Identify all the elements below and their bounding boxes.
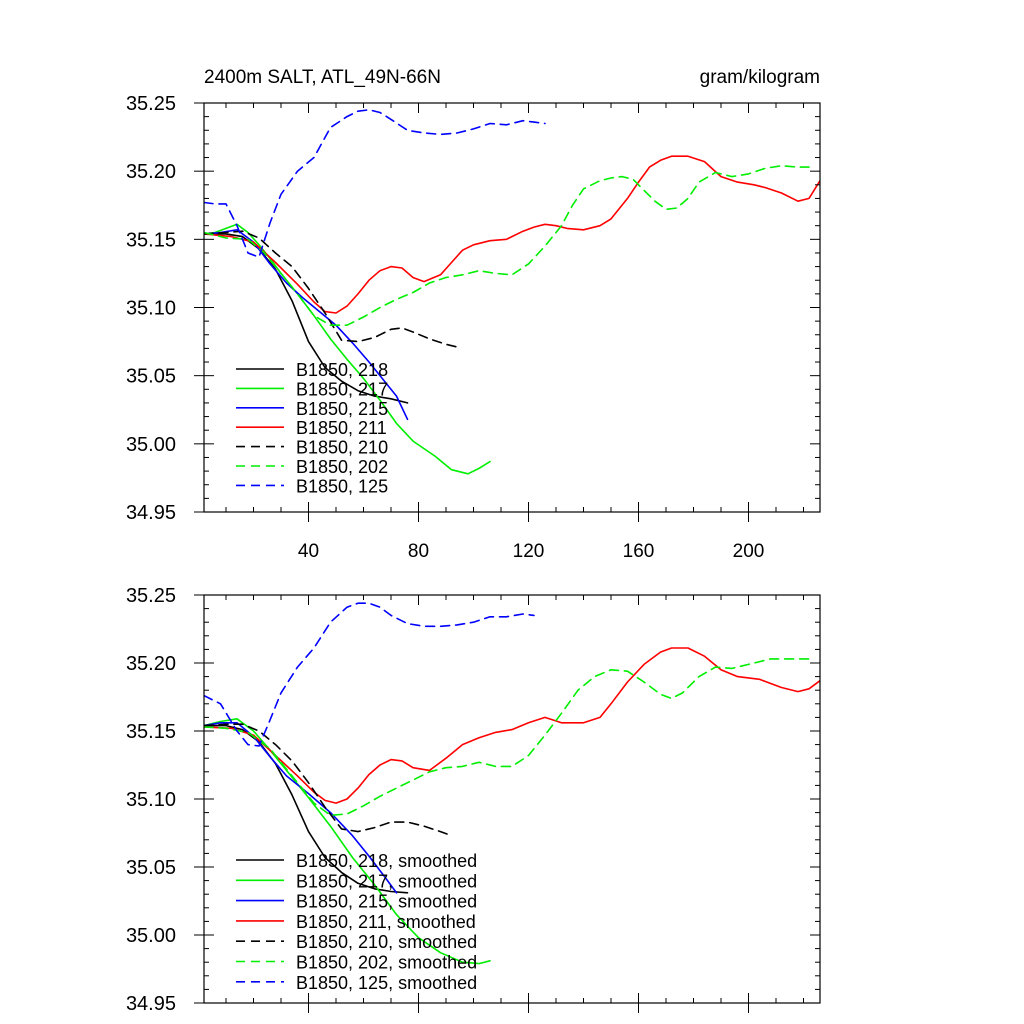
y-tick-label: 35.20 — [126, 653, 176, 675]
legend-label: B1850, 202 — [296, 457, 388, 477]
legend-label: B1850, 125 — [296, 476, 388, 496]
y-tick-label: 35.25 — [126, 585, 176, 607]
x-tick-label: 120 — [513, 541, 545, 562]
x-tick-label: 200 — [733, 541, 765, 562]
chart-1-title: 2400m SALT, ATL_49N-66N — [204, 67, 441, 88]
series-line-5 — [204, 230, 458, 348]
legend-label: B1850, 211, smoothed — [296, 912, 476, 932]
series-line-6 — [204, 164, 810, 326]
series-line-1 — [204, 233, 409, 404]
chart-1-units: gram/kilogram — [700, 67, 820, 88]
legend-label: B1850, 202, smoothed — [296, 953, 477, 973]
y-tick-label: 35.15 — [126, 721, 176, 743]
legend-label: B1850, 215 — [296, 399, 388, 419]
y-tick-label: 35.25 — [126, 93, 176, 115]
legend-label: B1850, 211 — [296, 418, 387, 438]
legend-label: B1850, 217, smoothed — [296, 871, 477, 891]
y-tick-label: 35.00 — [126, 925, 176, 947]
legend-label: B1850, 210, smoothed — [296, 932, 477, 952]
series-line-2 — [204, 223, 491, 475]
legend-label: B1850, 218, smoothed — [296, 851, 477, 871]
chart-2-panel: 35.25 35.20 35.15 35.10 35.05 35.00 34.95 B1850… — [126, 585, 821, 1015]
y-tick-label: 35.00 — [126, 434, 176, 456]
series-line-3 — [204, 722, 398, 894]
y-tick-label: 35.10 — [126, 298, 176, 320]
series-line-7 — [204, 602, 535, 747]
legend-label: B1850, 217 — [296, 379, 388, 399]
series-line-1 — [204, 724, 409, 894]
series-line-5 — [204, 723, 453, 837]
y-tick-label: 34.95 — [126, 993, 176, 1015]
series-line-4 — [204, 647, 820, 804]
chart-1-panel: 40 80 120 160 200 35.25 35.20 35.15 35.10 35.05 35… — [126, 93, 821, 562]
y-tick-label: 35.05 — [126, 366, 176, 388]
legend-label: B1850, 218 — [296, 360, 388, 380]
x-tick-label: 40 — [298, 541, 319, 562]
series-line-6 — [204, 658, 810, 817]
y-tick-label: 35.05 — [126, 857, 176, 879]
series-line-2 — [204, 718, 491, 965]
legend-label: B1850, 125, smoothed — [296, 973, 477, 993]
legend-label: B1850, 215, smoothed — [296, 892, 477, 912]
series-line-7 — [204, 109, 546, 258]
x-tick-label: 80 — [408, 541, 429, 562]
y-tick-label: 35.15 — [126, 229, 176, 251]
x-tick-label: 160 — [623, 541, 655, 562]
y-tick-label: 35.10 — [126, 789, 176, 811]
legend-label: B1850, 210 — [296, 438, 388, 458]
series-line-4 — [204, 155, 820, 314]
y-tick-label: 34.95 — [126, 502, 176, 524]
y-tick-label: 35.20 — [126, 161, 176, 183]
